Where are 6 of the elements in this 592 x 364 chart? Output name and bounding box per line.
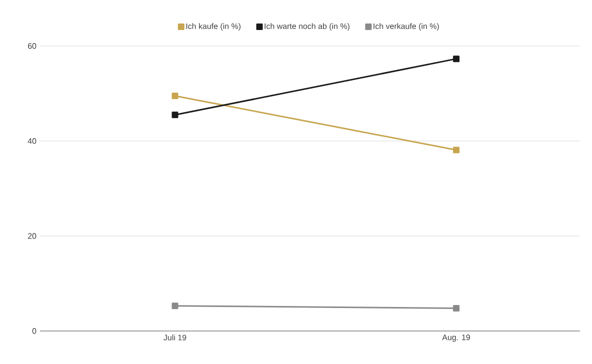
point [172, 112, 178, 118]
point [172, 92, 178, 100]
point [453, 304, 460, 312]
point [453, 56, 460, 62]
point [172, 302, 178, 310]
point [453, 146, 460, 154]
